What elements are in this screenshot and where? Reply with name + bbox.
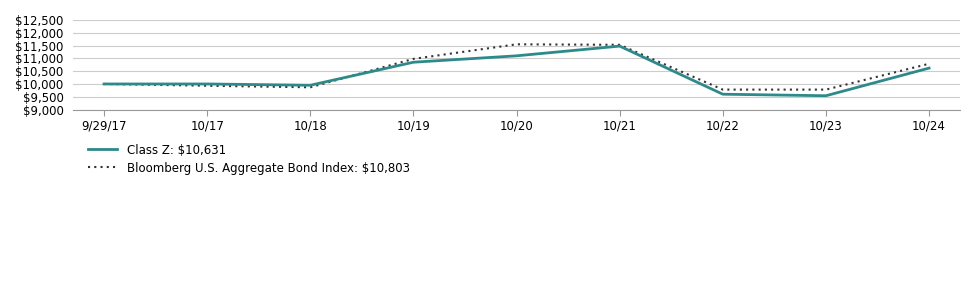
Class Z: $10,631: (3, 1.08e+04): $10,631: (3, 1.08e+04) (408, 60, 419, 64)
Line: Class Z: $10,631: Class Z: $10,631 (104, 46, 929, 96)
Legend: Class Z: $10,631, Bloomberg U.S. Aggregate Bond Index: $10,803: Class Z: $10,631, Bloomberg U.S. Aggrega… (88, 144, 409, 175)
Class Z: $10,631: (8, 1.06e+04): $10,631: (8, 1.06e+04) (923, 66, 935, 70)
Class Z: $10,631: (4, 1.11e+04): $10,631: (4, 1.11e+04) (511, 54, 523, 58)
Bloomberg U.S. Aggregate Bond Index: $10,803: (3, 1.1e+04): $10,803: (3, 1.1e+04) (408, 57, 419, 61)
Bloomberg U.S. Aggregate Bond Index: $10,803: (2, 9.87e+03): $10,803: (2, 9.87e+03) (304, 86, 316, 89)
Bloomberg U.S. Aggregate Bond Index: $10,803: (1, 9.93e+03): $10,803: (1, 9.93e+03) (201, 84, 213, 87)
Bloomberg U.S. Aggregate Bond Index: $10,803: (4, 1.16e+04): $10,803: (4, 1.16e+04) (511, 43, 523, 46)
Class Z: $10,631: (1, 1e+04): $10,631: (1, 1e+04) (201, 82, 213, 86)
Bloomberg U.S. Aggregate Bond Index: $10,803: (5, 1.15e+04): $10,803: (5, 1.15e+04) (614, 43, 626, 47)
Class Z: $10,631: (2, 9.95e+03): $10,631: (2, 9.95e+03) (304, 83, 316, 87)
Class Z: $10,631: (5, 1.15e+04): $10,631: (5, 1.15e+04) (614, 44, 626, 48)
Bloomberg U.S. Aggregate Bond Index: $10,803: (8, 1.08e+04): $10,803: (8, 1.08e+04) (923, 62, 935, 65)
Line: Bloomberg U.S. Aggregate Bond Index: $10,803: Bloomberg U.S. Aggregate Bond Index: $10… (104, 44, 929, 90)
Bloomberg U.S. Aggregate Bond Index: $10,803: (6, 9.78e+03): $10,803: (6, 9.78e+03) (717, 88, 728, 91)
Bloomberg U.S. Aggregate Bond Index: $10,803: (0, 1e+04): $10,803: (0, 1e+04) (98, 82, 110, 86)
Class Z: $10,631: (7, 9.54e+03): $10,631: (7, 9.54e+03) (820, 94, 832, 98)
Bloomberg U.S. Aggregate Bond Index: $10,803: (7, 9.78e+03): $10,803: (7, 9.78e+03) (820, 88, 832, 91)
Class Z: $10,631: (0, 1e+04): $10,631: (0, 1e+04) (98, 82, 110, 86)
Class Z: $10,631: (6, 9.6e+03): $10,631: (6, 9.6e+03) (717, 92, 728, 96)
